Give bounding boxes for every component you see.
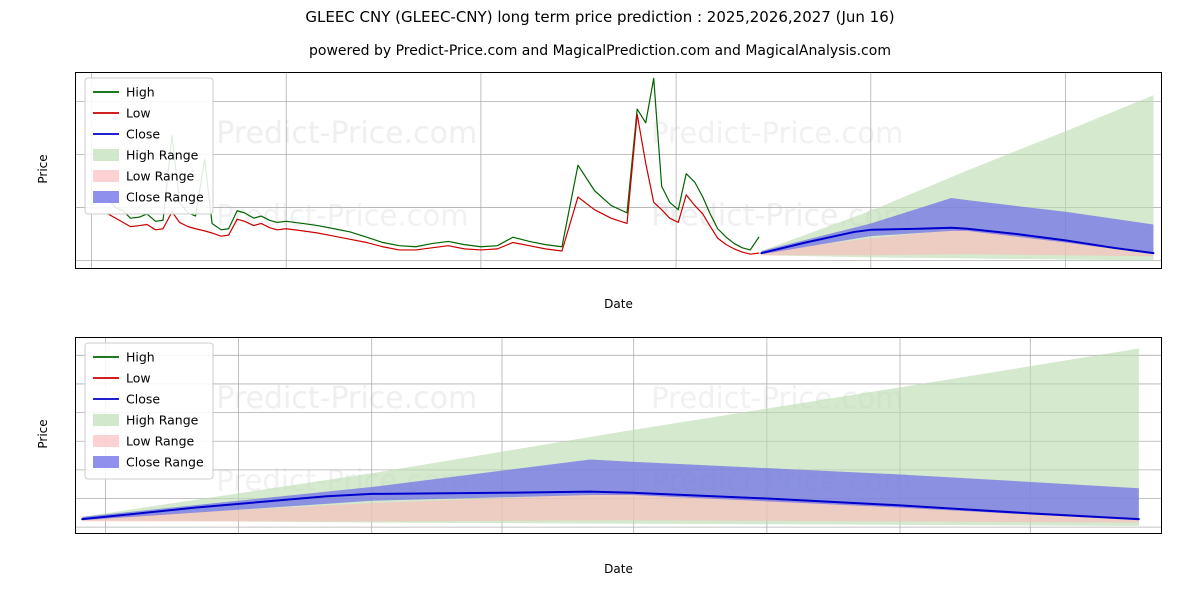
legend-item[interactable]: Low [93, 106, 151, 121]
watermark: Predict-Price.com [651, 116, 903, 150]
bottom-chart-svg: Predict-Price.comPredict-Price.comPredic… [75, 337, 1162, 534]
legend-label: Close [126, 127, 160, 142]
top-chart-x-axis-label: Date [604, 297, 633, 311]
legend-item[interactable]: Low [93, 371, 151, 386]
legend: High Low Close High Range Low Range Close Ran… [84, 77, 214, 215]
series-line-low [107, 113, 760, 255]
legend-label: Close Range [126, 455, 204, 470]
legend-label: High [126, 85, 155, 100]
legend-item[interactable]: High Range [93, 413, 199, 428]
legend-patch-swatch [93, 191, 119, 203]
band-low-range [761, 228, 1154, 257]
legend-item[interactable]: High [93, 85, 155, 100]
plot-border [75, 72, 1162, 269]
legend-patch-swatch [93, 170, 119, 182]
legend: High Low Close High Range Low Range Close Ran… [84, 342, 214, 480]
watermark: Predict-Price.com [216, 381, 477, 416]
legend-patch-swatch [93, 414, 119, 426]
legend-item[interactable]: Close Range [93, 455, 204, 470]
legend-label: High Range [126, 148, 199, 163]
legend-label: Close [126, 392, 160, 407]
top-chart-svg: Predict-Price.com Predict-Price.com Predic… [75, 72, 1162, 269]
legend-label: Low [126, 106, 151, 121]
top-chart-y-axis-label: Price [36, 153, 50, 184]
legend-patch-swatch [93, 149, 119, 161]
series-line-close [81, 490, 1140, 521]
legend-patch-swatch [93, 456, 119, 468]
legend-item[interactable]: High Range [93, 148, 199, 163]
band-close-range [82, 459, 1139, 521]
legend-label: High [126, 350, 155, 365]
legend-item[interactable]: Close [93, 127, 160, 142]
legend-label: Low Range [126, 434, 195, 449]
bottom-chart-x-axis-label: Date [604, 562, 633, 576]
bottom-chart-panel: Predict-Price.comPredict-Price.comPredic… [75, 337, 1162, 534]
legend-label: High Range [126, 413, 199, 428]
legend-item[interactable]: Close [93, 392, 160, 407]
legend-item[interactable]: High [93, 350, 155, 365]
legend-item[interactable]: Low Range [93, 169, 195, 184]
legend-patch-swatch [93, 435, 119, 447]
plot-border [75, 337, 1162, 534]
watermark: Predict-Price.com [216, 199, 468, 233]
legend-label: Close Range [126, 190, 204, 205]
page-subtitle: powered by Predict-Price.com and Magical… [309, 43, 891, 59]
series-line-close [760, 226, 1155, 255]
legend-label: Low Range [126, 169, 195, 184]
top-chart-panel: Predict-Price.com Predict-Price.com Predic… [75, 72, 1162, 269]
band-close-range [761, 198, 1154, 255]
watermark: Predict-Price.com [216, 116, 477, 151]
legend-label: Low [126, 371, 151, 386]
bottom-chart-y-axis-label: Price [36, 418, 50, 449]
page-title: GLEEC CNY (GLEEC-CNY) long term price pr… [305, 8, 895, 26]
legend-item[interactable]: Close Range [93, 190, 204, 205]
legend-item[interactable]: Low Range [93, 434, 195, 449]
band-low-range [82, 492, 1139, 523]
